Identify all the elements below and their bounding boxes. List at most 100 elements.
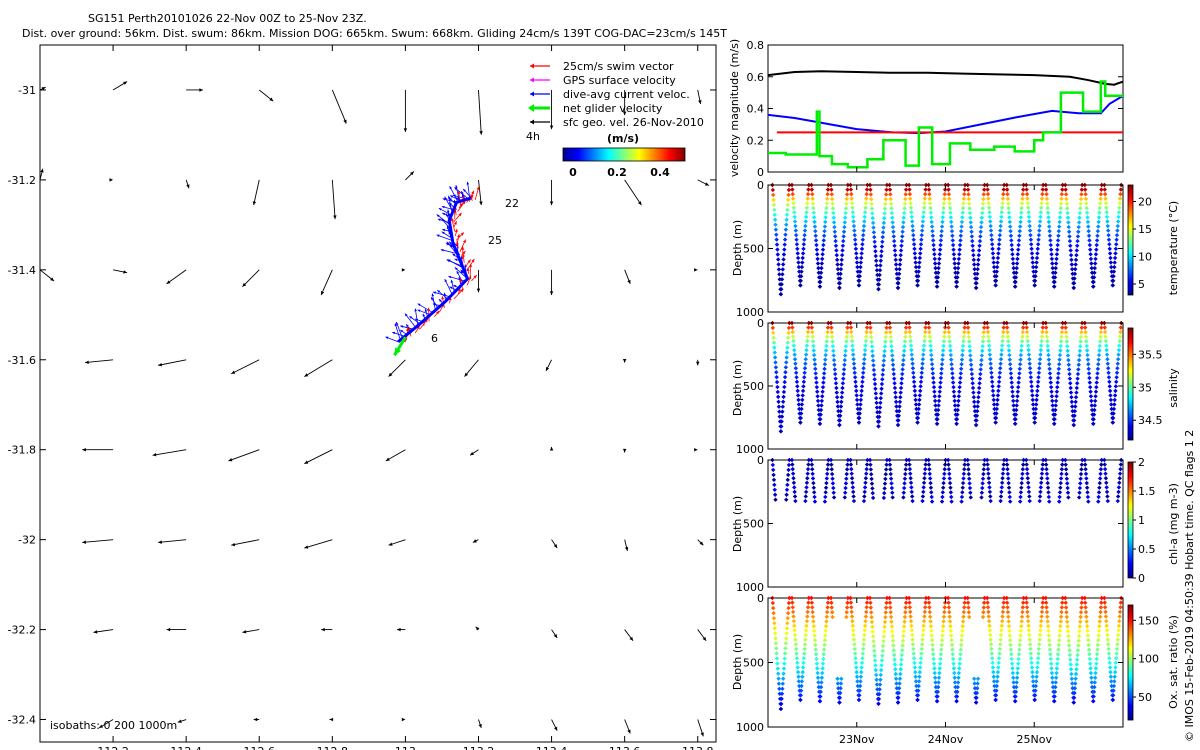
profile-point <box>1096 215 1102 220</box>
profile-point <box>837 700 842 705</box>
profile-point <box>1117 343 1122 348</box>
profile-point <box>995 255 1001 261</box>
profile-point <box>1118 600 1124 605</box>
profile-point <box>884 182 890 188</box>
profile-point <box>844 476 849 481</box>
profile-point <box>911 370 916 375</box>
profile-point <box>920 632 926 638</box>
profile-point <box>1019 485 1024 490</box>
profile-point <box>774 374 779 380</box>
profile-point <box>1088 666 1093 671</box>
profile-point <box>781 389 787 395</box>
profile-point <box>940 357 945 362</box>
arrow-head <box>82 447 86 452</box>
dive-avg-current-arrow <box>432 291 451 298</box>
dive-avg-current-arrow <box>441 231 453 239</box>
profile-point <box>809 600 815 605</box>
profile-point <box>1070 276 1076 281</box>
profile-point <box>893 395 898 400</box>
profile-point <box>861 637 867 642</box>
profile-point <box>892 385 898 391</box>
profile-point <box>1067 648 1072 653</box>
profile-point <box>955 270 960 275</box>
profile-point <box>883 467 889 472</box>
profile-point <box>962 600 967 605</box>
profile-point <box>789 320 795 326</box>
profile-point <box>970 243 975 248</box>
profile-point <box>799 406 804 412</box>
profile-point <box>817 421 823 427</box>
arrow-head <box>476 288 481 293</box>
profile-point <box>909 485 914 490</box>
profile-point <box>1016 380 1021 385</box>
map-xtick-label: 112.6 <box>243 745 275 750</box>
arrow-head <box>436 310 440 315</box>
profile-point <box>1038 623 1044 628</box>
profile-point <box>936 265 941 271</box>
profile-point <box>1006 339 1011 344</box>
profile-point <box>784 212 790 217</box>
profile-point <box>946 600 951 605</box>
profile-point <box>785 340 790 345</box>
profile-point <box>940 494 945 500</box>
profile-point <box>1102 457 1107 463</box>
profile-point <box>878 395 883 401</box>
profile-point <box>989 232 994 238</box>
profile-point <box>987 489 993 495</box>
profile-point <box>831 220 837 225</box>
profile-point <box>860 656 865 661</box>
profile-point <box>783 232 788 237</box>
profile-point <box>829 325 834 330</box>
profile-point <box>1001 182 1007 188</box>
profile-point <box>1087 380 1093 385</box>
net-glider-velocity-arrow <box>393 336 407 357</box>
profile-point <box>1117 609 1123 615</box>
profile-point <box>773 641 779 646</box>
surface-velocity-arrow <box>478 719 482 729</box>
profile-point <box>923 600 928 605</box>
profile-point <box>850 480 855 486</box>
profile-point <box>869 334 874 340</box>
profile-point <box>835 681 841 686</box>
profile-point <box>922 471 928 476</box>
profile-point <box>791 614 796 619</box>
profile-point <box>1104 623 1109 628</box>
dive-avg-current-arrow <box>430 296 439 309</box>
profile-point <box>958 375 963 381</box>
profile-point <box>1066 229 1072 234</box>
surface-velocity-arrow <box>622 358 627 363</box>
arrow-head <box>454 258 458 262</box>
arrow-head <box>424 319 428 323</box>
profile-point <box>881 495 887 501</box>
profile-point <box>872 239 877 245</box>
profile-point <box>932 261 938 266</box>
profile-point <box>1086 224 1091 229</box>
arrow-head <box>152 453 157 457</box>
profile-point <box>989 242 995 247</box>
profile-point <box>903 605 908 610</box>
profile-point <box>785 202 790 208</box>
profile-point <box>972 408 978 414</box>
profile-point <box>1045 614 1050 619</box>
dive-avg-current-arrow <box>414 308 419 326</box>
profile-point <box>912 251 918 256</box>
profile-point <box>873 395 879 401</box>
profile-point <box>1007 215 1012 220</box>
profile-point <box>825 329 830 335</box>
profile-point <box>1038 352 1043 357</box>
arrow-head <box>166 280 171 284</box>
profile-point <box>1065 348 1070 354</box>
profile-point <box>1025 614 1030 619</box>
profile-point <box>1033 269 1039 274</box>
profile-point <box>889 485 895 491</box>
profile-point <box>1014 675 1020 680</box>
map-ytick-label: -32 <box>18 534 36 547</box>
profile-point <box>921 352 926 357</box>
profile-point <box>803 214 809 220</box>
profile-point <box>942 467 947 472</box>
map-ytick-label: -31.4 <box>8 264 36 277</box>
profile-point <box>948 490 954 495</box>
profile-point <box>940 215 946 220</box>
profile-point <box>813 233 818 238</box>
profile-point <box>795 660 800 666</box>
